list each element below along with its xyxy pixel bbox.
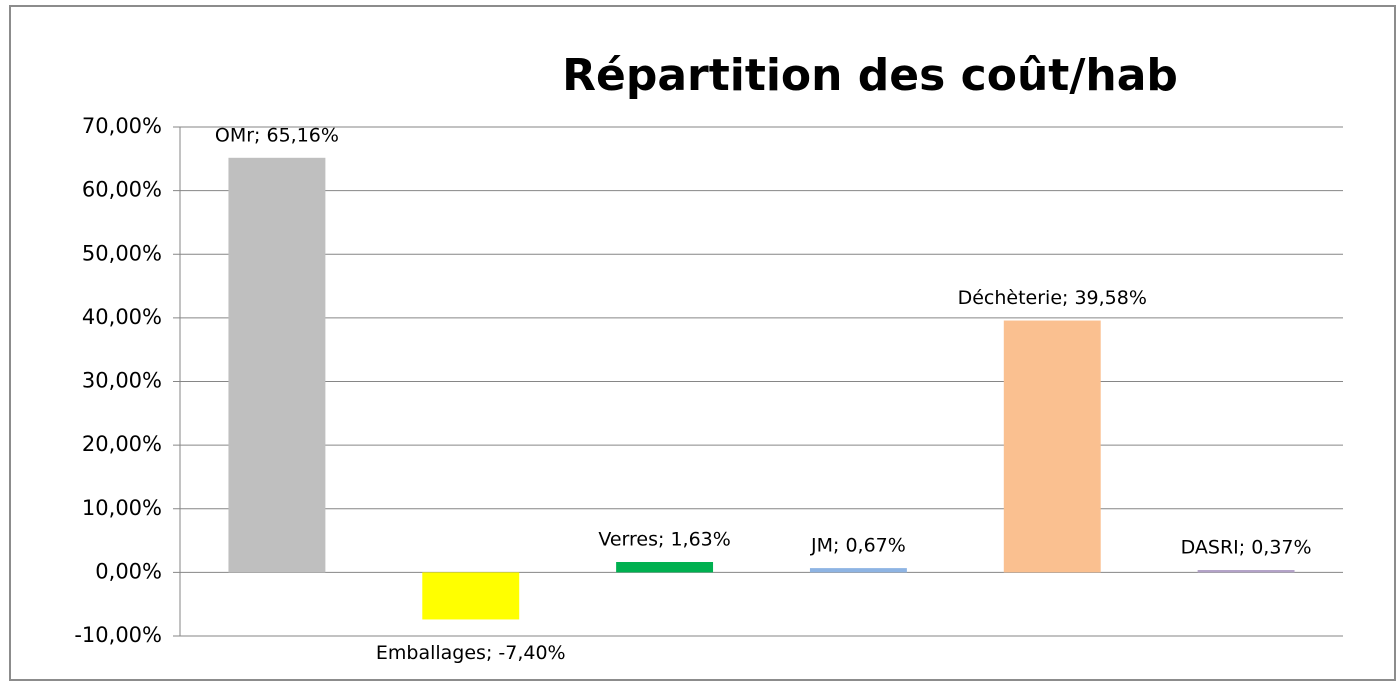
bar (228, 157, 326, 573)
value-label: JM; 0,67% (810, 535, 906, 557)
bar (1197, 570, 1295, 573)
y-tick-label: 60,00% (82, 178, 162, 202)
bar (1003, 320, 1101, 573)
y-tick-label: 50,00% (82, 241, 162, 265)
value-label: Déchèterie; 39,58% (958, 287, 1147, 309)
value-label: Verres; 1,63% (598, 529, 730, 551)
y-tick-label: 70,00% (82, 114, 162, 138)
y-tick-label: 40,00% (82, 305, 162, 329)
y-tick-label: 20,00% (82, 432, 162, 456)
value-label: DASRI; 0,37% (1181, 537, 1312, 559)
y-tick-label: 0,00% (95, 559, 162, 583)
bar (809, 568, 907, 573)
y-tick-label: 30,00% (82, 369, 162, 393)
value-label: OMr; 65,16% (215, 124, 339, 146)
y-tick-label: 10,00% (82, 496, 162, 520)
chart-border (9, 5, 1396, 681)
y-tick-label: -10,00% (74, 623, 162, 647)
bar (616, 562, 714, 573)
value-label: Emballages; -7,40% (376, 642, 566, 664)
chart-title: Répartition des coût/hab (562, 50, 1178, 101)
bar (422, 572, 520, 620)
